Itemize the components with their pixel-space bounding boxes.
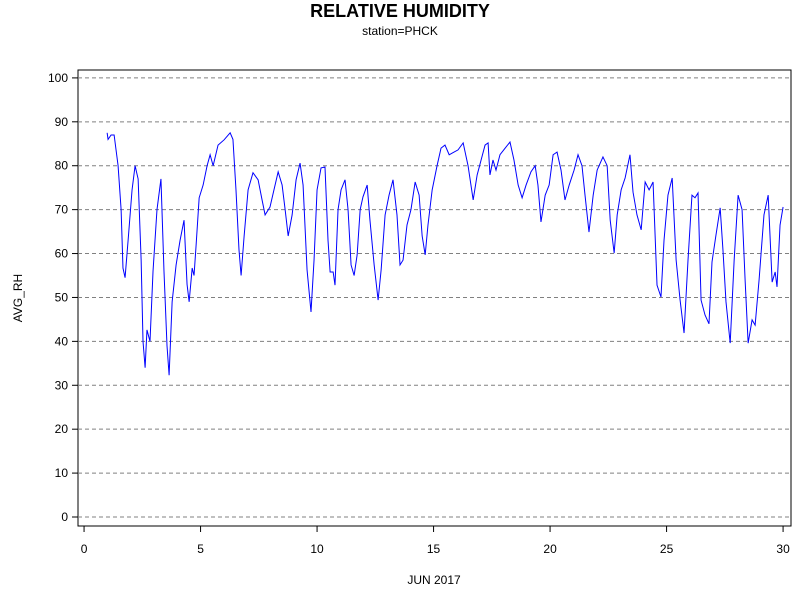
y-axis-label: AVG_RH [11,274,25,322]
chart-subtitle: station=PHCK [362,24,438,38]
data-line [106,131,784,376]
x-tick-label: 30 [776,542,790,556]
y-tick-label: 0 [61,510,68,524]
y-tick-label: 40 [55,334,69,348]
y-tick-label: 10 [55,466,69,480]
plot-frame [77,69,792,527]
x-tick-label: 20 [543,542,557,556]
y-tick-label: 90 [55,115,69,129]
y-tick-label: 50 [55,290,69,304]
x-axis-label: JUN 2017 [407,573,461,587]
x-tick-label: 0 [81,542,88,556]
y-tick-label: 70 [55,203,69,217]
x-tick-label: 25 [660,542,674,556]
x-tick-label: 5 [197,542,204,556]
y-tick-label: 80 [55,159,69,173]
y-tick-label: 30 [55,378,69,392]
chart-title: RELATIVE HUMIDITY [310,1,490,21]
x-tick-label: 10 [310,542,324,556]
y-tick-label: 100 [48,71,68,85]
y-tick-label: 20 [55,422,69,436]
y-tick-label: 60 [55,247,69,261]
x-tick-label: 15 [427,542,441,556]
